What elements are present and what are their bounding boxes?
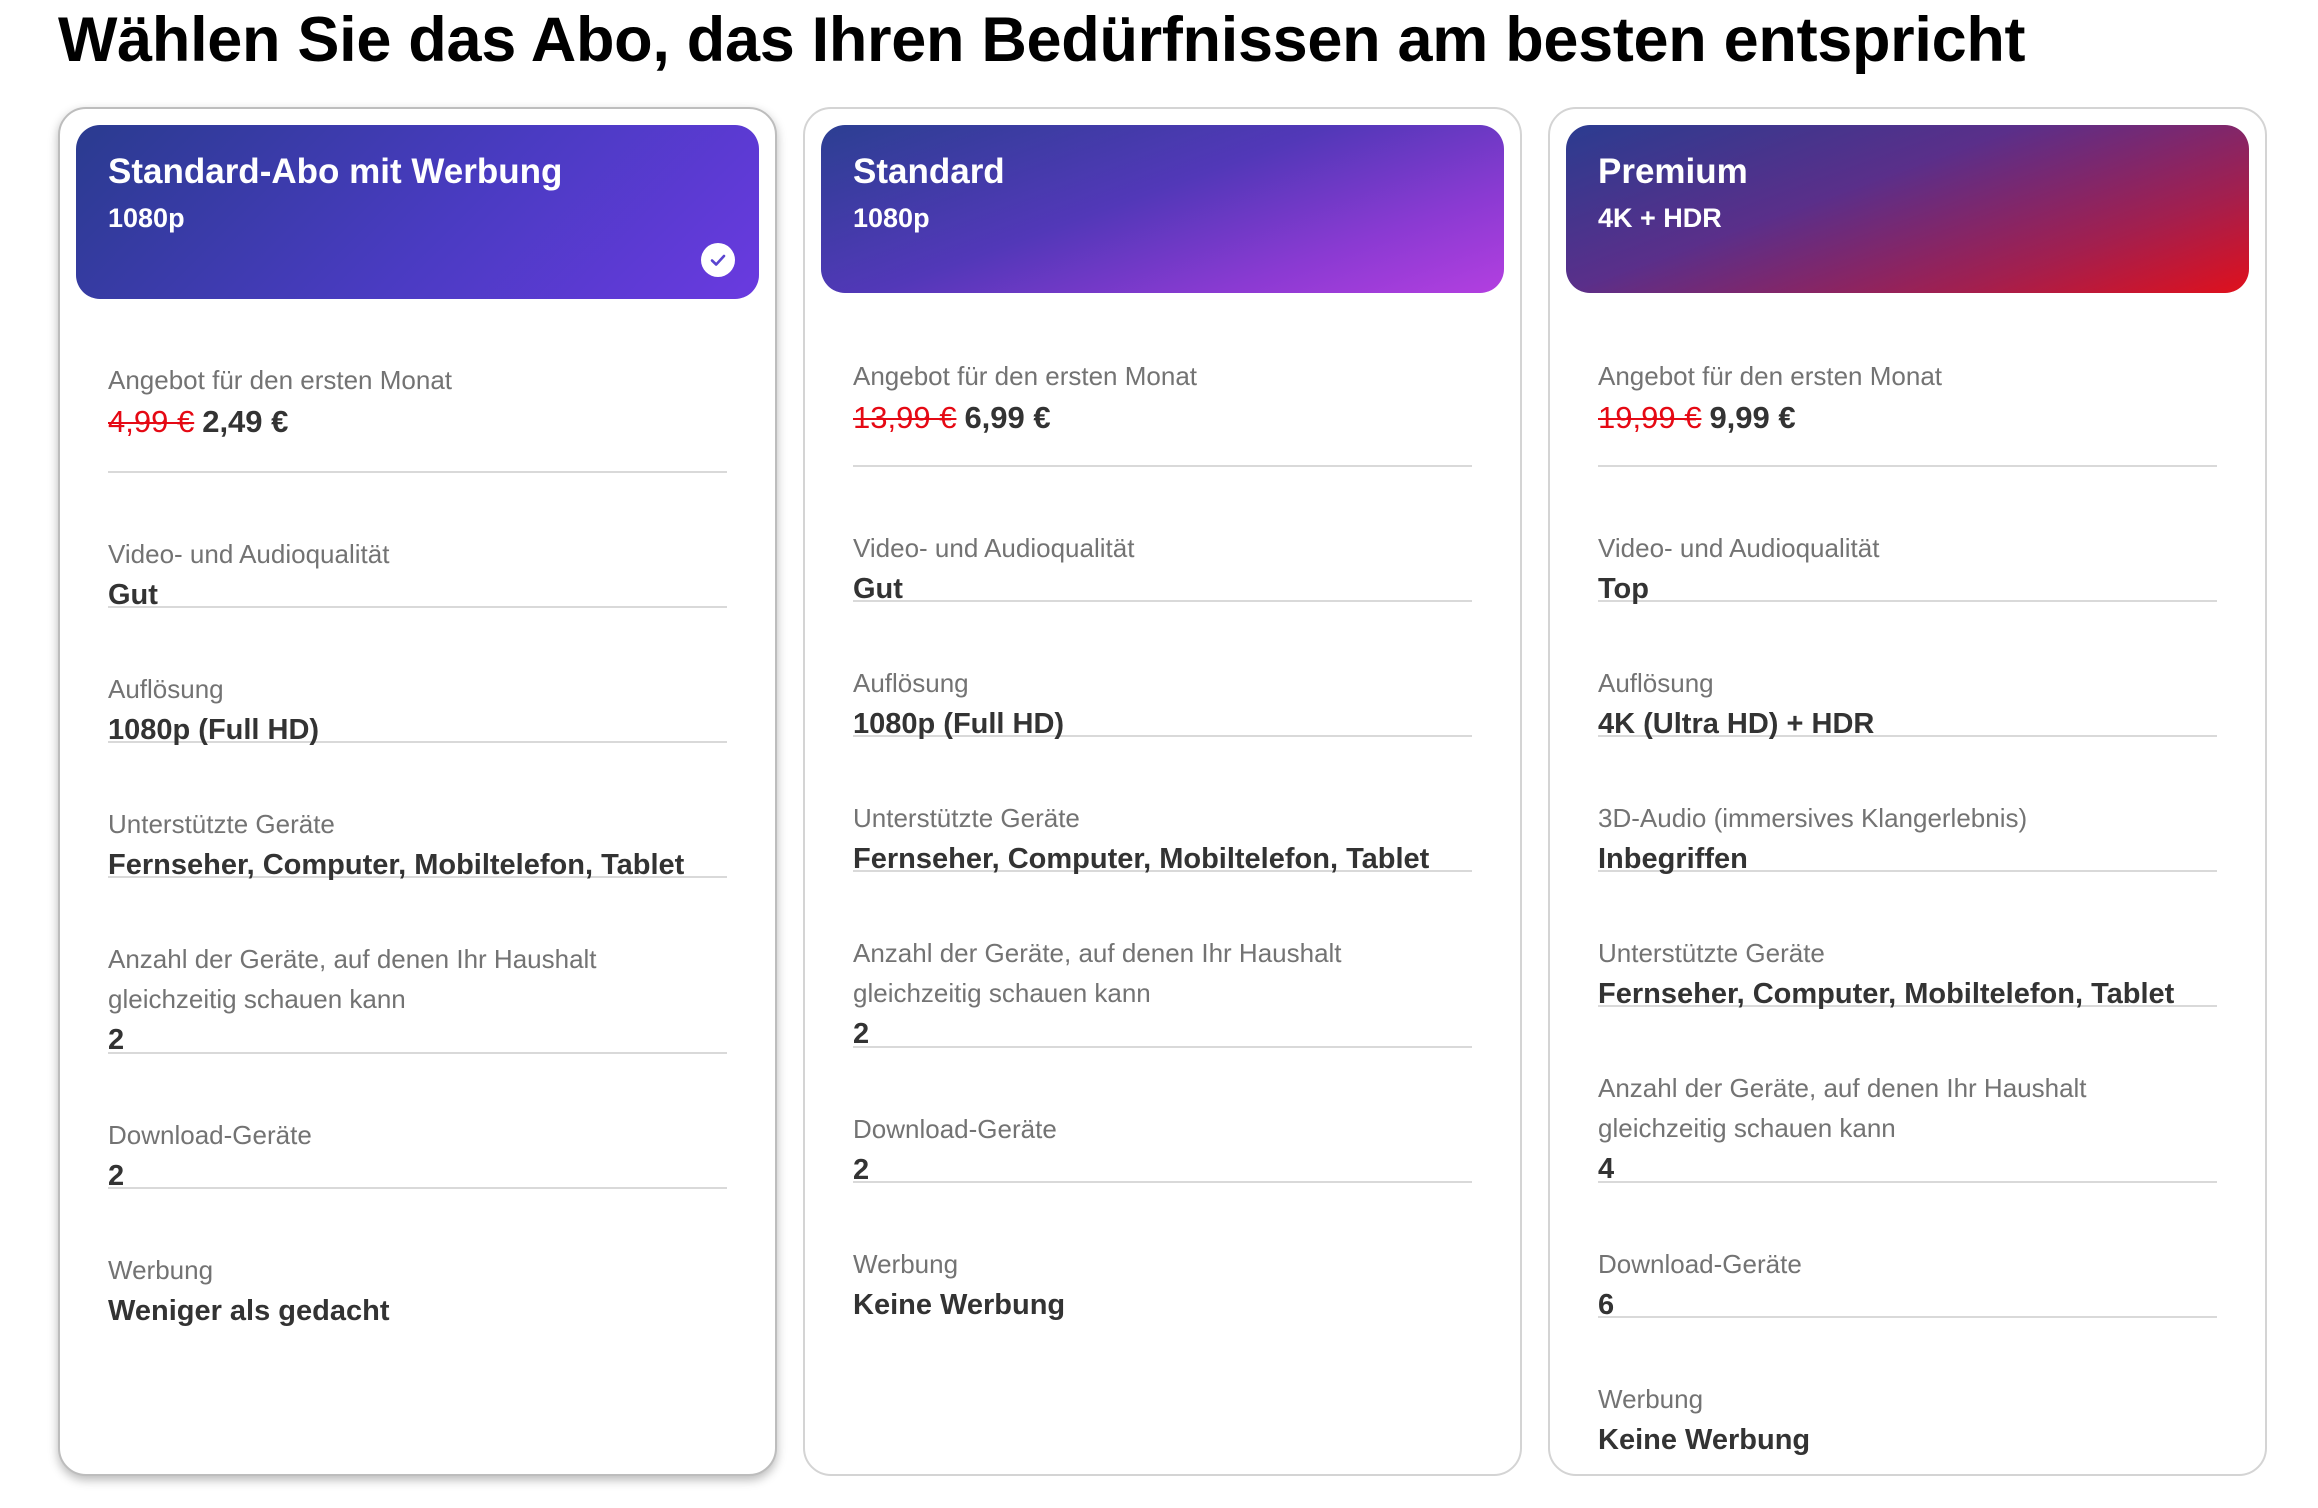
feature-label: Werbung [1598,1384,1704,1414]
feature-value: Gut [853,573,903,605]
plan-card-standard[interactable]: Standard 1080p Angebot für den ersten Mo… [803,107,1522,1476]
feature-label: Auflösung [108,674,224,704]
feature-ads: Werbung Keine Werbung [853,1183,1472,1321]
plan-list: Standard-Abo mit Werbung 1080p Angebot f… [58,107,2267,1476]
feature-label: Angebot für den ersten Monat [1598,361,1943,391]
feature-supported-devices: Unterstützte Geräte Fernseher, Computer,… [1598,872,2217,1010]
plan-name: Premium [1598,152,1748,191]
feature-download-devices: Download-Geräte 6 [1598,1183,2217,1321]
feature-ads: Werbung Keine Werbung [1598,1318,2217,1456]
feature-resolution: Auflösung 4K (Ultra HD) + HDR [1598,602,2217,740]
feature-label: Werbung [853,1249,959,1279]
feature-download-devices: Download-Geräte 2 [853,1048,1472,1186]
plan-card-standard-with-ads[interactable]: Standard-Abo mit Werbung 1080p Angebot f… [58,107,777,1476]
feature-resolution: Auflösung 1080p (Full HD) [108,608,727,746]
feature-label: Download-Geräte [1598,1249,1802,1279]
feature-label: Angebot für den ersten Monat [108,365,453,395]
plan-name: Standard [853,152,1005,191]
plan-resolution: 1080p [108,203,185,233]
feature-first-month-offer: Angebot für den ersten Monat 4,99 € 2,49… [108,299,727,473]
feature-video-audio-quality: Video- und Audioqualität Gut [108,473,727,611]
feature-label: Download-Geräte [108,1120,312,1150]
feature-list: Angebot für den ersten Monat 4,99 € 2,49… [76,299,759,1327]
feature-value: 6 [1598,1289,1615,1321]
feature-value: Top [1598,573,1649,605]
plan-header: Standard 1080p [821,125,1504,293]
feature-spatial-audio: 3D-Audio (immersives Klangerlebnis) Inbe… [1598,737,2217,875]
feature-value: Fernseher, Computer, Mobiltelefon, Table… [108,849,685,881]
feature-value: 1080p (Full HD) [108,714,320,746]
feature-resolution: Auflösung 1080p (Full HD) [853,602,1472,740]
feature-value: 4 [1598,1153,1615,1185]
plan-resolution: 1080p [853,203,930,233]
feature-label: Auflösung [853,668,969,698]
feature-value: 2 [108,1160,125,1192]
feature-value: 4K (Ultra HD) + HDR [1598,708,1875,740]
feature-video-audio-quality: Video- und Audioqualität Top [1598,467,2217,605]
feature-value: Keine Werbung [853,1289,1066,1321]
feature-label: Angebot für den ersten Monat [853,361,1198,391]
feature-simultaneous-streams: Anzahl der Geräte, auf denen Ihr Haushal… [108,878,727,1056]
plan-resolution: 4K + HDR [1598,203,1722,233]
feature-list: Angebot für den ersten Monat 13,99 € 6,9… [821,293,1504,1321]
price-row: 13,99 € 6,99 € [853,400,1472,436]
feature-value: 2 [108,1024,125,1056]
feature-label: Auflösung [1598,668,1714,698]
plan-header: Standard-Abo mit Werbung 1080p [76,125,759,299]
feature-value: Inbegriffen [1598,843,1748,875]
feature-label: Video- und Audioqualität [853,533,1135,563]
old-price: 19,99 € [1598,400,1702,435]
plan-name: Standard-Abo mit Werbung [108,152,563,191]
feature-label: Anzahl der Geräte, auf denen Ihr Haushal… [108,944,597,1014]
feature-value: 2 [853,1018,870,1050]
feature-label: 3D-Audio (immersives Klangerlebnis) [1598,803,2028,833]
feature-label: Unterstützte Geräte [108,809,335,839]
feature-first-month-offer: Angebot für den ersten Monat 19,99 € 9,9… [1598,293,2217,467]
feature-first-month-offer: Angebot für den ersten Monat 13,99 € 6,9… [853,293,1472,467]
old-price: 4,99 € [108,404,195,439]
price-row: 4,99 € 2,49 € [108,404,727,440]
feature-supported-devices: Unterstützte Geräte Fernseher, Computer,… [853,737,1472,875]
feature-value: Weniger als gedacht [108,1295,390,1327]
feature-download-devices: Download-Geräte 2 [108,1054,727,1192]
new-price: 9,99 € [1709,400,1796,435]
old-price: 13,99 € [853,400,957,435]
feature-label: Download-Geräte [853,1114,1057,1144]
feature-video-audio-quality: Video- und Audioqualität Gut [853,467,1472,605]
feature-label: Unterstützte Geräte [853,803,1080,833]
feature-simultaneous-streams: Anzahl der Geräte, auf denen Ihr Haushal… [1598,1007,2217,1185]
new-price: 2,49 € [202,404,289,439]
feature-value: Gut [108,579,158,611]
feature-value: Fernseher, Computer, Mobiltelefon, Table… [1598,978,2175,1010]
selected-check-icon [701,243,735,277]
page-title: Wählen Sie das Abo, das Ihren Bedürfniss… [58,5,2026,75]
feature-list: Angebot für den ersten Monat 19,99 € 9,9… [1566,293,2249,1456]
feature-supported-devices: Unterstützte Geräte Fernseher, Computer,… [108,743,727,881]
feature-value: Keine Werbung [1598,1424,1811,1456]
price-row: 19,99 € 9,99 € [1598,400,2217,436]
feature-value: Fernseher, Computer, Mobiltelefon, Table… [853,843,1430,875]
plan-card-premium[interactable]: Premium 4K + HDR Angebot für den ersten … [1548,107,2267,1476]
plan-header: Premium 4K + HDR [1566,125,2249,293]
feature-label: Unterstützte Geräte [1598,938,1825,968]
feature-simultaneous-streams: Anzahl der Geräte, auf denen Ihr Haushal… [853,872,1472,1050]
feature-ads: Werbung Weniger als gedacht [108,1189,727,1327]
feature-value: 2 [853,1154,870,1186]
feature-label: Anzahl der Geräte, auf denen Ihr Haushal… [1598,1073,2087,1143]
feature-label: Werbung [108,1255,214,1285]
feature-label: Video- und Audioqualität [108,539,390,569]
new-price: 6,99 € [964,400,1051,435]
feature-label: Video- und Audioqualität [1598,533,1880,563]
feature-label: Anzahl der Geräte, auf denen Ihr Haushal… [853,938,1342,1008]
feature-value: 1080p (Full HD) [853,708,1065,740]
